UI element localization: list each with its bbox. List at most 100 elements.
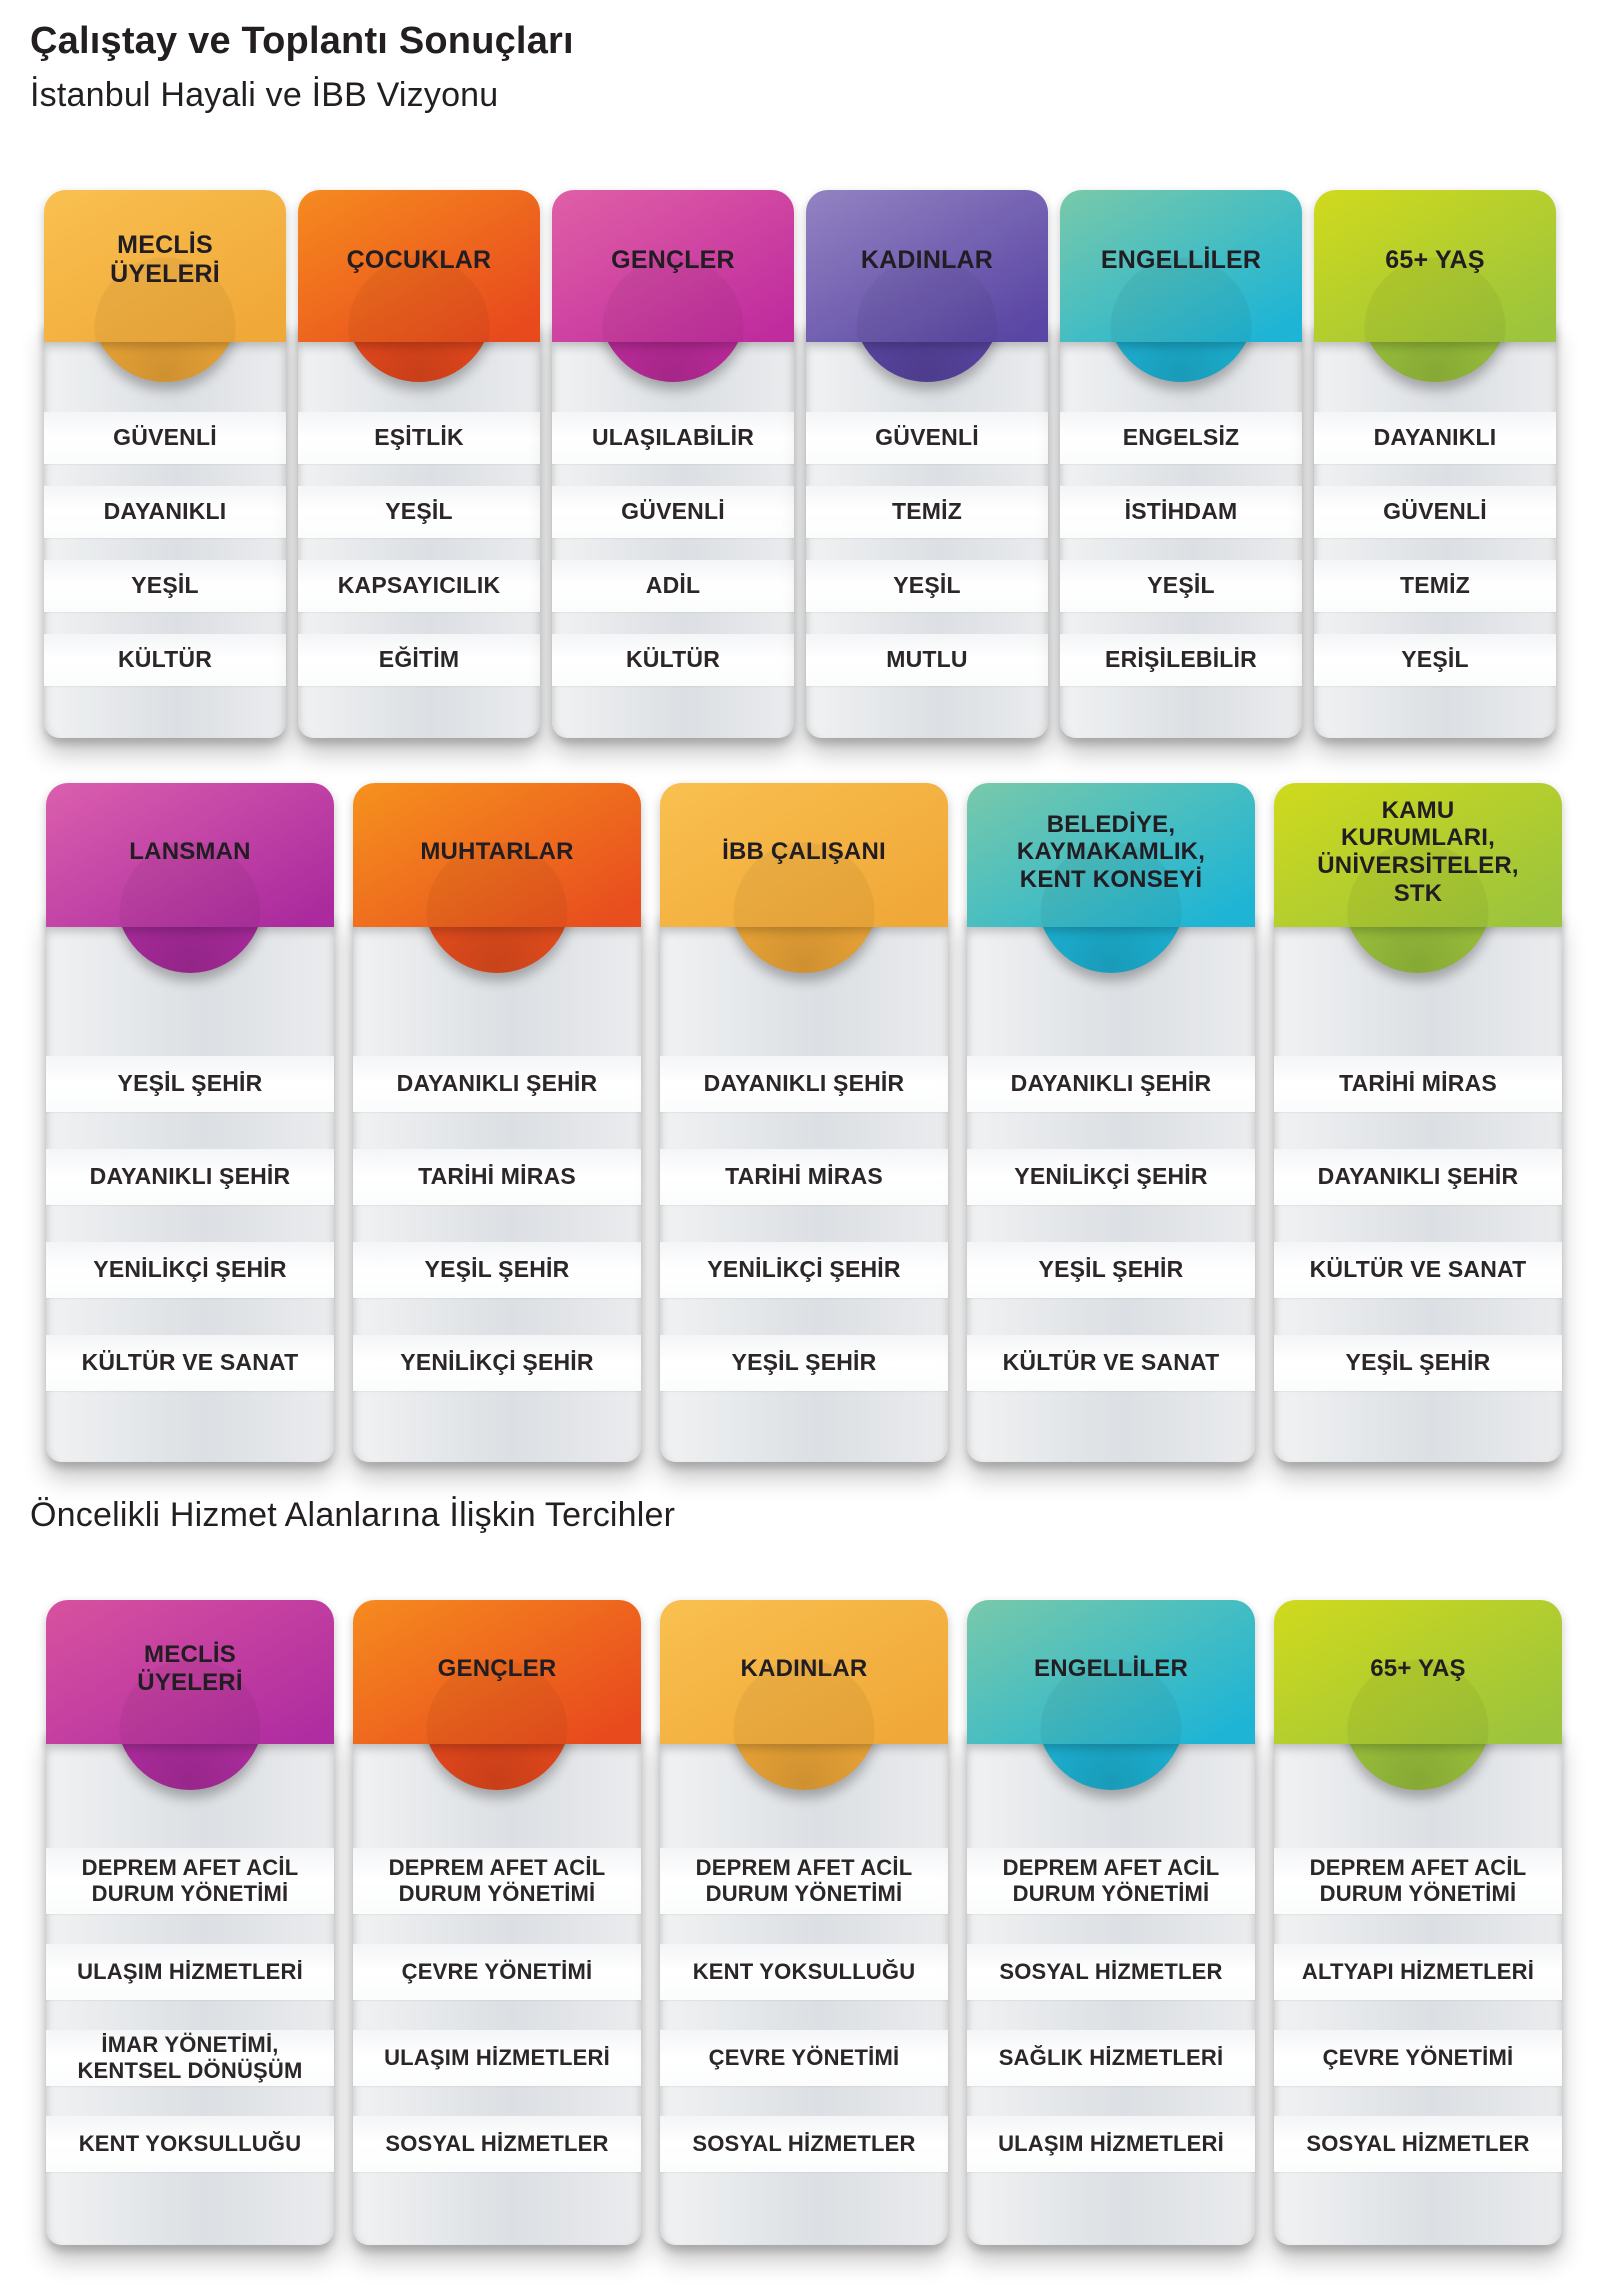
card-header: 65+ YAŞ	[1314, 190, 1556, 342]
card-body: DAYANIKLI ŞEHİR TARİHİ MİRAS YENİLİKÇİ ŞEH…	[660, 913, 948, 1462]
card-body: ULAŞILABİLİR GÜVENLİ ADİL KÜLTÜR	[552, 322, 794, 738]
item-row: ÇEVRE YÖNETİMİ	[660, 2030, 948, 2086]
item-row: DAYANIKLI	[1314, 412, 1556, 464]
item-row: SOSYAL HİZMETLER	[1274, 2116, 1562, 2172]
card-header: MECLİS ÜYELERİ	[44, 190, 286, 342]
item-row: YEŞİL	[806, 560, 1048, 612]
card-title: KADINLAR	[860, 245, 994, 274]
card-r0-c2: GENÇLER ULAŞILABİLİR GÜVENLİ ADİL KÜLTÜR	[552, 190, 794, 738]
item-row: DAYANIKLI ŞEHİR	[353, 1056, 641, 1112]
item-row: EŞİTLİK	[298, 412, 540, 464]
card-header: MUHTARLAR	[353, 783, 641, 927]
card-header: MECLİS ÜYELERİ	[46, 1600, 334, 1744]
item-row: DEPREM AFET ACİL DURUM YÖNETİMİ	[660, 1848, 948, 1914]
card-body: ENGELSİZ İSTİHDAM YEŞİL ERİŞİLEBİLİR	[1060, 322, 1302, 738]
section-title-vision: İstanbul Hayali ve İBB Vizyonu	[30, 76, 499, 114]
item-row: KAPSAYICILIK	[298, 560, 540, 612]
card-r2-c0: MECLİS ÜYELERİ DEPREM AFET ACİL DURUM YÖ…	[46, 1600, 334, 2245]
card-r0-c4: ENGELLİLER ENGELSİZ İSTİHDAM YEŞİL ERİŞİLEB…	[1060, 190, 1302, 738]
item-row: YEŞİL ŞEHİR	[353, 1242, 641, 1298]
card-body: YEŞİL ŞEHİR DAYANIKLI ŞEHİR YENİLİKÇİ ŞEHİ…	[46, 913, 334, 1462]
card-r1-c0: LANSMAN YEŞİL ŞEHİR DAYANIKLI ŞEHİR YENİLİ…	[46, 783, 334, 1462]
item-row: İMAR YÖNETİMİ, KENTSEL DÖNÜŞÜM	[46, 2030, 334, 2086]
card-title: 65+ YAŞ	[1385, 245, 1485, 274]
item-row: GÜVENLİ	[552, 486, 794, 538]
item-row: ALTYAPI HİZMETLERİ	[1274, 1944, 1562, 2000]
item-row: KÜLTÜR	[44, 634, 286, 686]
item-row: YEŞİL	[1314, 634, 1556, 686]
item-row: TARİHİ MİRAS	[353, 1149, 641, 1205]
card-body: DEPREM AFET ACİL DURUM YÖNETİMİ KENT YOKS…	[660, 1730, 948, 2245]
item-row: ENGELSİZ	[1060, 412, 1302, 464]
card-body: DAYANIKLI GÜVENLİ TEMİZ YEŞİL	[1314, 322, 1556, 738]
card-body: DEPREM AFET ACİL DURUM YÖNETİMİ ALTYAPI H…	[1274, 1730, 1562, 2245]
section-title-services: Öncelikli Hizmet Alanlarına İlişkin Terc…	[30, 1496, 676, 1534]
card-title: GENÇLER	[611, 245, 735, 274]
item-row: DAYANIKLI ŞEHİR	[1274, 1149, 1562, 1205]
card-header: 65+ YAŞ	[1274, 1600, 1562, 1744]
card-r0-c0: MECLİS ÜYELERİ GÜVENLİ DAYANIKLI YEŞİL KÜLT…	[44, 190, 286, 738]
item-row: GÜVENLİ	[806, 412, 1048, 464]
item-row: ULAŞIM HİZMETLERİ	[353, 2030, 641, 2086]
card-row-stakeholders: LANSMAN YEŞİL ŞEHİR DAYANIKLI ŞEHİR YENİLİ…	[46, 783, 1562, 1462]
card-title: MECLİS ÜYELERİ	[137, 1641, 243, 1696]
card-title: KADINLAR	[740, 1655, 868, 1683]
card-title: MECLİS ÜYELERİ	[110, 231, 220, 288]
item-row: KÜLTÜR	[552, 634, 794, 686]
item-row: ULAŞIM HİZMETLERİ	[46, 1944, 334, 2000]
item-row: DEPREM AFET ACİL DURUM YÖNETİMİ	[1274, 1848, 1562, 1914]
card-header: GENÇLER	[552, 190, 794, 342]
item-row: MUTLU	[806, 634, 1048, 686]
item-row: TARİHİ MİRAS	[1274, 1056, 1562, 1112]
card-header: KAMU KURUMLARI, ÜNİVERSİTELER, STK	[1274, 783, 1562, 927]
card-row-vision: MECLİS ÜYELERİ GÜVENLİ DAYANIKLI YEŞİL KÜLT…	[44, 190, 1556, 738]
card-body: GÜVENLİ DAYANIKLI YEŞİL KÜLTÜR	[44, 322, 286, 738]
card-header: ÇOCUKLAR	[298, 190, 540, 342]
item-row: DAYANIKLI ŞEHİR	[46, 1149, 334, 1205]
item-row: YEŞİL	[1060, 560, 1302, 612]
item-row: YENİLİKÇİ ŞEHİR	[46, 1242, 334, 1298]
card-title: GENÇLER	[437, 1655, 557, 1683]
card-title: 65+ YAŞ	[1370, 1655, 1466, 1683]
card-r2-c1: GENÇLER DEPREM AFET ACİL DURUM YÖNETİMİ Ç…	[353, 1600, 641, 2245]
card-body: DAYANIKLI ŞEHİR TARİHİ MİRAS YEŞİL ŞEHİR YE…	[353, 913, 641, 1462]
card-title: LANSMAN	[129, 838, 251, 866]
item-row: SAĞLIK HİZMETLERİ	[967, 2030, 1255, 2086]
item-row: YENİLİKÇİ ŞEHİR	[353, 1335, 641, 1391]
card-r2-c4: 65+ YAŞ DEPREM AFET ACİL DURUM YÖNETİMİ A…	[1274, 1600, 1562, 2245]
card-r1-c1: MUHTARLAR DAYANIKLI ŞEHİR TARİHİ MİRAS YEŞ…	[353, 783, 641, 1462]
item-row: YEŞİL ŞEHİR	[967, 1242, 1255, 1298]
card-title: ENGELLİLER	[1033, 1655, 1188, 1683]
item-row: DAYANIKLI ŞEHİR	[967, 1056, 1255, 1112]
item-row: SOSYAL HİZMETLER	[353, 2116, 641, 2172]
item-row: TEMİZ	[806, 486, 1048, 538]
item-row: ADİL	[552, 560, 794, 612]
item-row: YEŞİL ŞEHİR	[1274, 1335, 1562, 1391]
card-header: GENÇLER	[353, 1600, 641, 1744]
item-row: ÇEVRE YÖNETİMİ	[1274, 2030, 1562, 2086]
card-r1-c4: KAMU KURUMLARI, ÜNİVERSİTELER, STK TARİH…	[1274, 783, 1562, 1462]
item-row: DEPREM AFET ACİL DURUM YÖNETİMİ	[46, 1848, 334, 1914]
item-row: İSTİHDAM	[1060, 486, 1302, 538]
card-r1-c3: BELEDİYE, KAYMAKAMLIK, KENT KONSEYİ DAYA…	[967, 783, 1255, 1462]
item-row: ÇEVRE YÖNETİMİ	[353, 1944, 641, 2000]
item-row: YENİLİKÇİ ŞEHİR	[660, 1242, 948, 1298]
item-row: KENT YOKSULLUĞU	[46, 2116, 334, 2172]
item-row: YEŞİL ŞEHİR	[46, 1056, 334, 1112]
card-title: ENGELLİLER	[1100, 245, 1262, 274]
item-row: DEPREM AFET ACİL DURUM YÖNETİMİ	[967, 1848, 1255, 1914]
item-row: KÜLTÜR VE SANAT	[967, 1335, 1255, 1391]
card-body: DEPREM AFET ACİL DURUM YÖNETİMİ ULAŞIM Hİ…	[46, 1730, 334, 2245]
item-row: SOSYAL HİZMETLER	[967, 1944, 1255, 2000]
item-row: GÜVENLİ	[1314, 486, 1556, 538]
item-row: YEŞİL	[298, 486, 540, 538]
page-title: Çalıştay ve Toplantı Sonuçları	[30, 20, 574, 62]
card-r0-c5: 65+ YAŞ DAYANIKLI GÜVENLİ TEMİZ YEŞİL	[1314, 190, 1556, 738]
card-body: DAYANIKLI ŞEHİR YENİLİKÇİ ŞEHİR YEŞİL ŞEHİ…	[967, 913, 1255, 1462]
card-header: ENGELLİLER	[1060, 190, 1302, 342]
card-title: İBB ÇALIŞANI	[722, 838, 886, 866]
card-title: MUHTARLAR	[420, 838, 574, 866]
item-row: DEPREM AFET ACİL DURUM YÖNETİMİ	[353, 1848, 641, 1914]
card-body: DEPREM AFET ACİL DURUM YÖNETİMİ SOSYAL Hİ…	[967, 1730, 1255, 2245]
card-body: DEPREM AFET ACİL DURUM YÖNETİMİ ÇEVRE YÖN…	[353, 1730, 641, 2245]
